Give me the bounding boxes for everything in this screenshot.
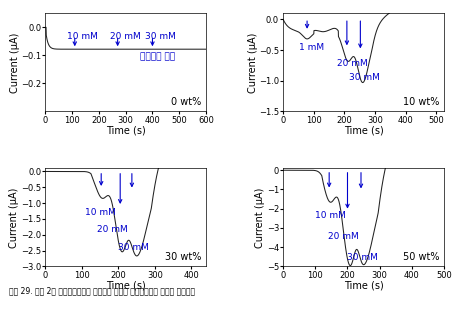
Text: 0 wt%: 0 wt% bbox=[171, 98, 201, 108]
Text: 10 wt%: 10 wt% bbox=[403, 98, 439, 108]
Text: 20 mM: 20 mM bbox=[337, 59, 367, 68]
Text: 50 wt%: 50 wt% bbox=[403, 252, 439, 262]
X-axis label: Time (s): Time (s) bbox=[106, 126, 145, 136]
Text: 10 mM: 10 mM bbox=[315, 210, 346, 220]
Text: 20 mM: 20 mM bbox=[110, 32, 141, 41]
Y-axis label: Current (μA): Current (μA) bbox=[10, 32, 19, 93]
Y-axis label: Current (μA): Current (μA) bbox=[247, 32, 257, 93]
Text: 30 mM: 30 mM bbox=[349, 73, 380, 82]
Text: 10 mM: 10 mM bbox=[85, 208, 116, 217]
X-axis label: Time (s): Time (s) bbox=[344, 281, 383, 291]
Text: 30 wt%: 30 wt% bbox=[165, 252, 201, 262]
Text: 30 mM: 30 mM bbox=[145, 32, 176, 41]
Text: 30 mM: 30 mM bbox=[347, 253, 378, 262]
Y-axis label: Current (μA): Current (μA) bbox=[255, 187, 265, 247]
Text: 20 mM: 20 mM bbox=[97, 225, 128, 234]
Text: 1 mM: 1 mM bbox=[299, 43, 324, 52]
Text: 10 mM: 10 mM bbox=[67, 32, 98, 41]
Text: 활성산소 농도: 활성산소 농도 bbox=[140, 53, 175, 62]
X-axis label: Time (s): Time (s) bbox=[344, 126, 383, 136]
X-axis label: Time (s): Time (s) bbox=[106, 281, 145, 291]
Text: 30 mM: 30 mM bbox=[118, 243, 149, 252]
Y-axis label: Current (μA): Current (μA) bbox=[10, 187, 19, 247]
Text: 20 mM: 20 mM bbox=[328, 232, 358, 241]
Text: 그림 29. 구조 2의 유기전자소자를 이용하여 개질한 폴라노이드계 물질의 함량비에: 그림 29. 구조 2의 유기전자소자를 이용하여 개질한 폴라노이드계 물질의… bbox=[9, 286, 195, 295]
